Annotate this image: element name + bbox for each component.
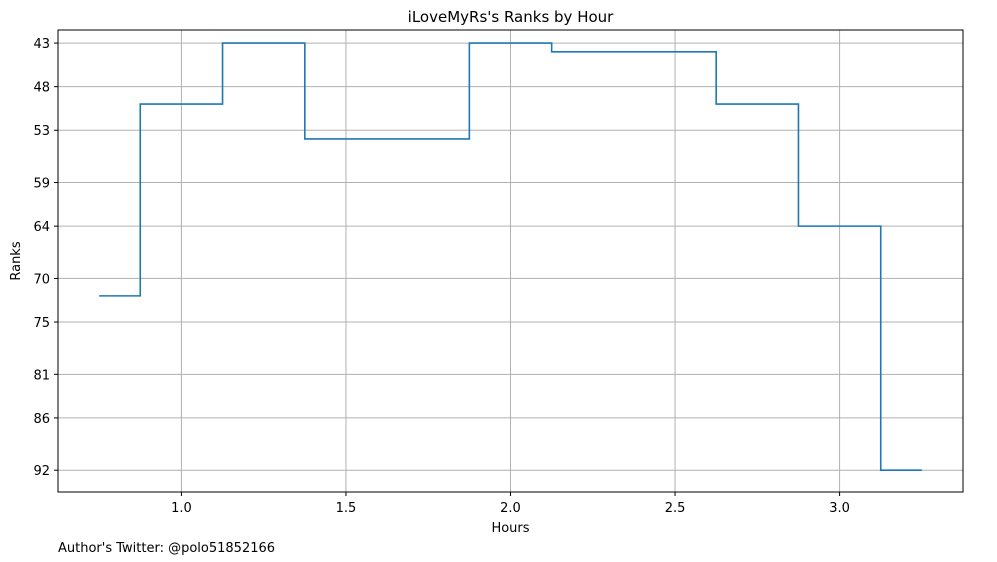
- x-tick-label: 2.5: [665, 501, 686, 516]
- y-tick-label: 86: [33, 412, 50, 427]
- series-layer: [99, 42, 922, 472]
- y-tick-label: 64: [33, 220, 50, 235]
- x-axis: 1.0 1.5 2.0 2.5 3.0: [171, 492, 850, 516]
- y-axis-label: Ranks: [9, 241, 24, 280]
- grid: [58, 30, 963, 492]
- x-tick-label: 1.5: [336, 501, 357, 516]
- y-axis: 43 48 53 59 64 70 75 81 86 92: [33, 37, 58, 479]
- chart-title: iLoveMyRs's Ranks by Hour: [408, 8, 614, 26]
- y-tick-label: 70: [33, 272, 50, 287]
- y-tick-label: 92: [33, 464, 50, 479]
- y-tick-label: 48: [33, 81, 50, 96]
- x-tick-label: 2.0: [500, 501, 521, 516]
- y-tick-label: 75: [33, 316, 50, 331]
- x-axis-label: Hours: [491, 521, 529, 536]
- x-tick-label: 3.0: [829, 501, 850, 516]
- y-tick-label: 43: [33, 37, 50, 52]
- y-tick-label: 53: [33, 124, 50, 139]
- author-footnote: Author's Twitter: @polo51852166: [58, 541, 275, 556]
- series-step-line: [99, 42, 922, 472]
- y-tick-label: 81: [33, 368, 50, 383]
- y-tick-label: 59: [33, 177, 50, 192]
- x-tick-label: 1.0: [171, 501, 192, 516]
